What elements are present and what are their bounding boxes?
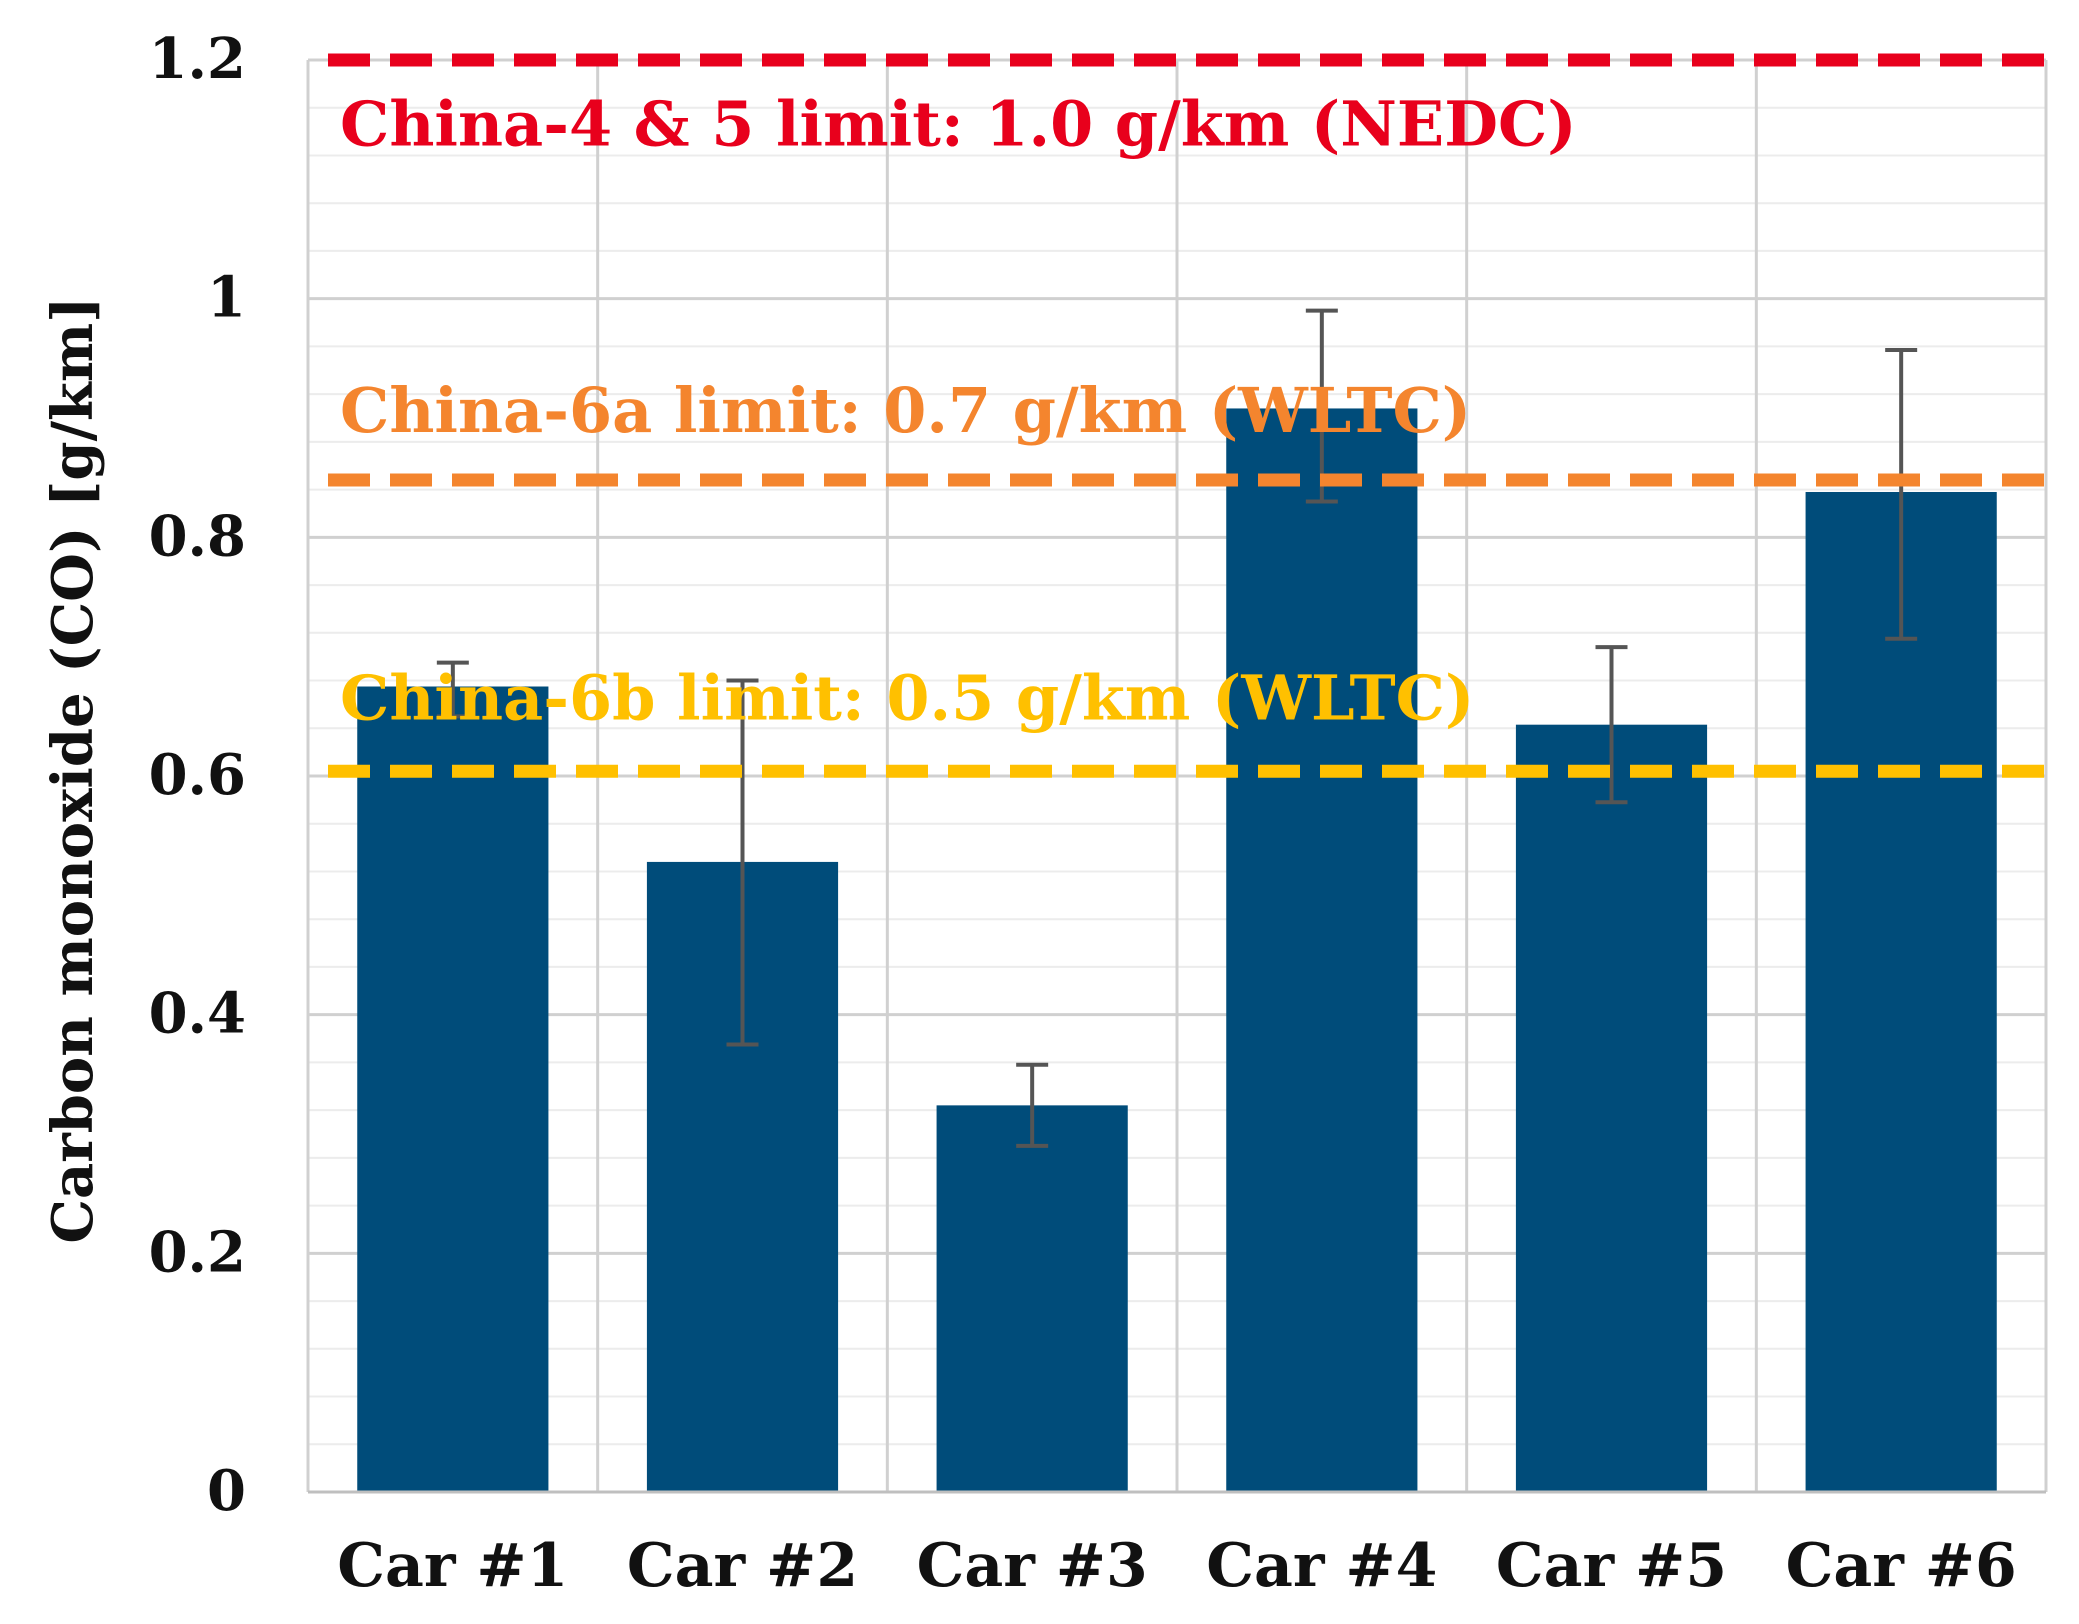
y-axis-title: Carbon monoxide (CO) [g/km] (40, 296, 106, 1243)
bar-car-3 (936, 1105, 1128, 1492)
y-tick-label: 1.2 (149, 26, 246, 92)
y-tick-label: 0 (207, 1458, 246, 1524)
x-tick-label: Car #2 (627, 1531, 858, 1601)
limit-label-1: China-6a limit: 0.7 g/km (WLTC) (340, 374, 1471, 447)
y-tick-label: 0.6 (149, 742, 246, 808)
bar-car-1 (357, 686, 549, 1492)
limit-label-2: China-6b limit: 0.5 g/km (WLTC) (340, 662, 1474, 735)
bars (357, 408, 1997, 1492)
x-tick-label: Car #4 (1206, 1531, 1437, 1601)
limit-lines: China-4 & 5 limit: 1.0 g/km (NEDC) China-… (328, 53, 2046, 778)
grid (306, 58, 2048, 1494)
y-tick-label: 0.2 (149, 1219, 246, 1285)
limit-label-0: China-4 & 5 limit: 1.0 g/km (NEDC) (340, 88, 1577, 161)
axes: 0 0.2 0.4 0.6 0.8 1 1.2 Car #1 Car #2 Car #3 Car #… (149, 26, 2046, 1601)
x-tick-label: Car #5 (1496, 1531, 1727, 1601)
x-tick-label: Car #1 (337, 1531, 568, 1601)
x-tick-label: Car #3 (917, 1531, 1148, 1601)
x-tick-label: Car #6 (1786, 1531, 2017, 1601)
bar-car-6 (1805, 491, 1997, 1492)
y-tick-label: 1 (207, 265, 246, 331)
y-tick-label: 0.4 (149, 981, 246, 1047)
error-bars (436, 308, 1918, 1148)
bar-car-5 (1515, 724, 1708, 1492)
bar-car-4 (1226, 408, 1418, 1492)
y-tick-label: 0.8 (149, 503, 246, 569)
